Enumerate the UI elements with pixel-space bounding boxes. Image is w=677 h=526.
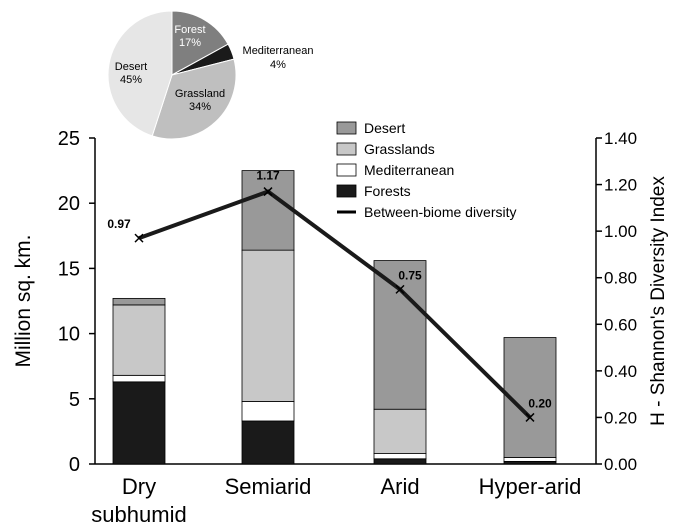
legend-swatch-forests	[336, 184, 357, 198]
diversity-line-path	[138, 189, 532, 419]
pie-pct-mediterranean: 4%	[270, 59, 286, 71]
legend: Desert Grasslands Mediterranean Forests Betw…	[336, 120, 517, 220]
right-tick-label: 0.40	[604, 362, 637, 381]
diversity-line: 0.97 1.17 0.75 0.20	[107, 169, 552, 422]
x-tick-label: Semiarid	[225, 474, 312, 499]
pie-label-grassland: Grassland	[175, 88, 225, 100]
pie-pct-forest: 17%	[179, 37, 201, 49]
bar-dry-subhumid-desert	[112, 297, 166, 306]
diversity-value-label: 0.97	[107, 217, 131, 231]
pie-label-mediterranean: Mediterranean	[243, 45, 314, 57]
x-tick-label: Dry	[122, 474, 156, 499]
bar-hyper-arid-mediterranean	[503, 457, 557, 462]
right-tick-label: 0.00	[604, 455, 637, 474]
bar-dry-subhumid-forests	[112, 381, 166, 465]
bar-dry-subhumid-mediterranean	[112, 374, 166, 383]
bar-dry-subhumid-grasslands	[112, 304, 166, 376]
bar-semiarid-mediterranean	[241, 401, 295, 422]
right-tick-label: 1.40	[604, 129, 637, 148]
bar-semiarid-desert	[241, 170, 295, 251]
left-tick-label: 25	[58, 128, 80, 150]
right-tick-label: 0.80	[604, 269, 637, 288]
right-tick-label: 0.60	[604, 315, 637, 334]
left-tick-label: 20	[58, 193, 80, 215]
pie-slice-desert	[107, 10, 173, 137]
right-y-ticks: 0.00 0.20 0.40 0.60 0.80 1.00 1.20 1.40	[596, 129, 637, 474]
pie-slice-forest	[171, 10, 229, 76]
bar-arid-desert	[373, 260, 427, 410]
legend-swatch-mediterranean	[336, 163, 357, 177]
x-tick-label: Arid	[380, 474, 419, 499]
y-axis-label: Million sq. km.	[12, 234, 35, 367]
stacked-bars	[112, 170, 557, 465]
diversity-point	[134, 233, 144, 243]
legend-label-mediterranean: Mediterranean	[364, 162, 454, 178]
left-tick-label: 15	[58, 258, 80, 280]
legend-label-between-biome-diversity: Between-biome diversity	[364, 204, 517, 220]
legend-label-desert: Desert	[364, 120, 405, 136]
right-tick-label: 0.20	[604, 408, 637, 427]
bar-semiarid-forests	[241, 420, 295, 465]
right-tick-label: 1.20	[604, 176, 637, 195]
pie-label-desert: Desert	[115, 61, 147, 73]
diversity-value-label: 1.17	[256, 169, 280, 183]
bar-semiarid-grasslands	[241, 249, 295, 402]
diversity-point	[525, 412, 535, 422]
legend-swatch-grasslands	[336, 142, 357, 156]
bar-arid-forests	[373, 458, 427, 465]
pie-slice-grassland	[151, 58, 237, 140]
left-tick-label: 5	[69, 389, 80, 411]
legend-swatch-desert	[336, 121, 357, 135]
legend-label-forests: Forests	[364, 183, 411, 199]
pie-label-forest: Forest	[174, 24, 205, 36]
left-y-ticks: 0 5 10 15 20 25	[58, 128, 95, 476]
left-tick-label: 0	[69, 454, 80, 476]
x-tick-labels: Dry subhumid Semiarid Arid Hyper-arid	[91, 474, 581, 526]
x-tick-label: Hyper-arid	[479, 474, 582, 499]
bar-hyper-arid-desert	[503, 337, 557, 458]
y2-axis-label: H - Shannon's Diversity Index	[648, 176, 669, 426]
bar-arid-mediterranean	[373, 453, 427, 460]
x-tick-label: subhumid	[91, 502, 186, 526]
diversity-point	[263, 187, 273, 197]
diversity-point	[395, 284, 405, 294]
left-tick-label: 10	[58, 324, 80, 346]
pie-pct-grassland: 34%	[189, 101, 211, 113]
right-tick-label: 1.00	[604, 222, 637, 241]
diversity-value-label: 0.75	[398, 268, 422, 282]
legend-label-grasslands: Grasslands	[364, 141, 435, 157]
bar-arid-grasslands	[373, 408, 427, 454]
pie-pct-desert: 45%	[120, 74, 142, 86]
diversity-value-label: 0.20	[528, 396, 552, 410]
